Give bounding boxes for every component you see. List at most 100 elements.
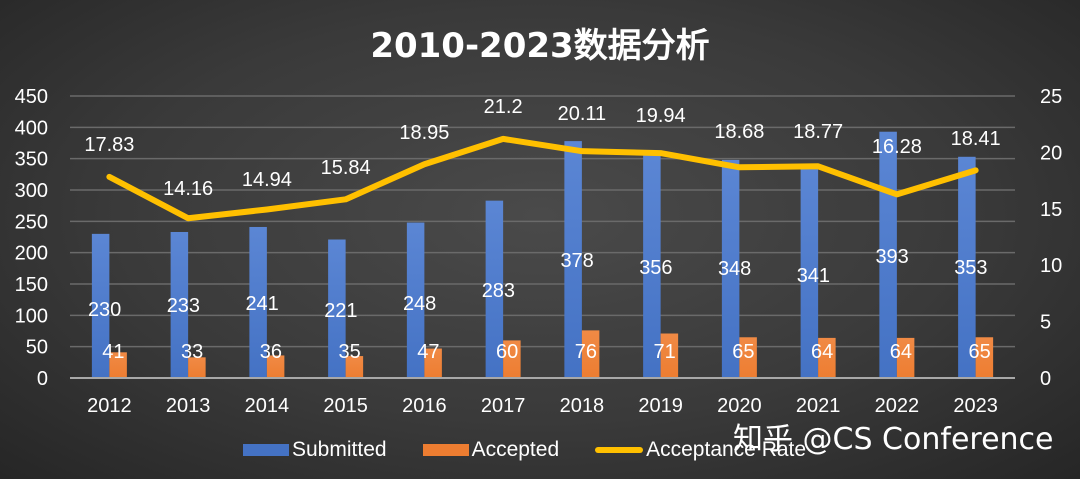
x-axis-tick: 2013: [166, 395, 211, 417]
accepted-data-label: 65: [969, 341, 991, 363]
rate-data-label: 18.41: [951, 128, 1001, 150]
accepted-bar[interactable]: [660, 333, 679, 378]
submitted-bar[interactable]: [958, 156, 976, 378]
submitted-data-label: 283: [482, 280, 515, 302]
submitted-data-label: 230: [88, 299, 121, 321]
accepted-bar[interactable]: [503, 340, 521, 378]
accepted-data-label: 76: [575, 341, 597, 363]
left-axis-tick: 450: [15, 86, 48, 108]
rate-line-series: [106, 135, 979, 222]
accepted-data-label: 65: [732, 341, 754, 363]
accepted-bar[interactable]: [896, 337, 915, 378]
accepted-data-label: 47: [417, 341, 439, 363]
bar-swatch-icon: [243, 444, 289, 456]
submitted-data-label: 248: [403, 293, 436, 315]
submitted-data-label: 221: [324, 300, 357, 322]
rate-data-label: 17.83: [84, 134, 134, 156]
accepted-data-label: 64: [890, 341, 912, 363]
submitted-bar[interactable]: [485, 200, 504, 378]
accepted-data-label: 36: [260, 341, 282, 363]
legend-label: Submitted: [292, 438, 387, 461]
legend-item-acceptance-rate[interactable]: Acceptance Rate: [595, 438, 806, 462]
rate-data-label: 21.2: [484, 96, 523, 118]
bar-series: [91, 131, 994, 378]
bar-swatch-icon: [422, 444, 469, 456]
submitted-bar[interactable]: [328, 239, 346, 378]
legend-item-accepted[interactable]: Accepted: [422, 438, 560, 462]
submitted-bar[interactable]: [170, 231, 189, 378]
x-axis-tick: 2016: [402, 395, 447, 417]
submitted-data-label: 378: [560, 250, 593, 272]
submitted-bar[interactable]: [406, 222, 425, 378]
x-axis-tick: 2015: [323, 395, 368, 417]
right-axis-tick: 10: [1040, 255, 1062, 277]
submitted-bar[interactable]: [721, 159, 740, 378]
rate-data-label: 19.94: [636, 105, 686, 127]
accepted-bar[interactable]: [975, 337, 994, 378]
accepted-data-label: 71: [654, 341, 676, 363]
accepted-bar[interactable]: [266, 355, 285, 378]
legend-label: Accepted: [471, 438, 560, 461]
accepted-data-label: 60: [496, 341, 518, 363]
submitted-data-label: 348: [718, 258, 751, 280]
submitted-bar[interactable]: [643, 154, 661, 378]
accepted-data-label: 35: [339, 341, 361, 363]
chart-title: 2010-2023数据分析: [370, 26, 710, 66]
submitted-bar[interactable]: [249, 226, 267, 378]
submitted-data-label: 353: [954, 257, 987, 279]
x-axis-tick: 2012: [87, 395, 132, 417]
line-swatch-icon: [595, 447, 644, 453]
left-axis-tick: 0: [37, 368, 48, 390]
x-axis-tick: 2023: [953, 395, 998, 417]
x-axis-tick: 2018: [560, 395, 605, 417]
rate-data-label: 14.94: [242, 169, 292, 191]
accepted-bar[interactable]: [424, 348, 442, 378]
left-axis-tick: 100: [15, 305, 48, 327]
left-axis-tick: 350: [15, 149, 48, 171]
right-axis-tick: 20: [1040, 142, 1062, 164]
left-axis-tick: 250: [15, 211, 48, 233]
accepted-bar[interactable]: [818, 337, 836, 378]
accepted-bar[interactable]: [345, 356, 364, 378]
left-axis-tick: 400: [15, 117, 48, 139]
accepted-bar[interactable]: [581, 330, 600, 378]
x-axis-tick: 2022: [875, 395, 920, 417]
data-labels: 230 233 241 221 248 283 378 356 348 341 393 353 41 33…: [84, 96, 1000, 363]
acceptance-rate-line[interactable]: [106, 135, 979, 222]
accepted-bar[interactable]: [188, 357, 206, 378]
rate-data-label: 18.77: [793, 121, 843, 143]
rate-data-label: 18.68: [714, 121, 764, 143]
left-axis-tick: 150: [15, 274, 48, 296]
x-axis-tick: 2020: [717, 395, 762, 417]
right-axis-tick: 25: [1040, 86, 1062, 108]
submitted-data-label: 233: [167, 295, 200, 317]
submitted-data-label: 241: [245, 293, 278, 315]
rate-data-label: 15.84: [321, 157, 371, 179]
submitted-bar[interactable]: [564, 141, 582, 378]
left-axis-tick: 300: [15, 180, 48, 202]
submitted-data-label: 393: [875, 246, 908, 268]
legend-item-submitted[interactable]: Submitted: [243, 438, 387, 462]
accepted-bar[interactable]: [739, 337, 757, 378]
right-axis-tick: 0: [1040, 368, 1051, 390]
axes: 0 50 100 150 200 250 300 350 400 450 0 5 10 15 20 25 201…: [15, 86, 1063, 417]
x-axis-tick: 2017: [481, 395, 526, 417]
accepted-data-label: 41: [102, 341, 124, 363]
submitted-bar[interactable]: [800, 164, 819, 378]
submitted-data-label: 356: [639, 257, 672, 279]
submitted-data-label: 341: [797, 265, 830, 287]
rate-data-label: 20.11: [558, 103, 607, 125]
gridlines: [70, 95, 1015, 348]
rate-data-label: 14.16: [163, 178, 213, 200]
rate-data-label: 16.28: [872, 136, 922, 158]
submitted-bar[interactable]: [91, 233, 110, 378]
right-axis-tick: 5: [1040, 312, 1051, 334]
left-axis-tick: 200: [15, 243, 48, 265]
legend: Submitted Accepted Acceptance Rate: [243, 438, 842, 462]
watermark: 知乎 @CS Conference: [733, 422, 1054, 457]
x-axis-tick: 2014: [245, 395, 290, 417]
right-axis-tick: 15: [1040, 199, 1062, 221]
accepted-bar[interactable]: [109, 352, 127, 378]
legend-label: Acceptance Rate: [646, 438, 807, 461]
